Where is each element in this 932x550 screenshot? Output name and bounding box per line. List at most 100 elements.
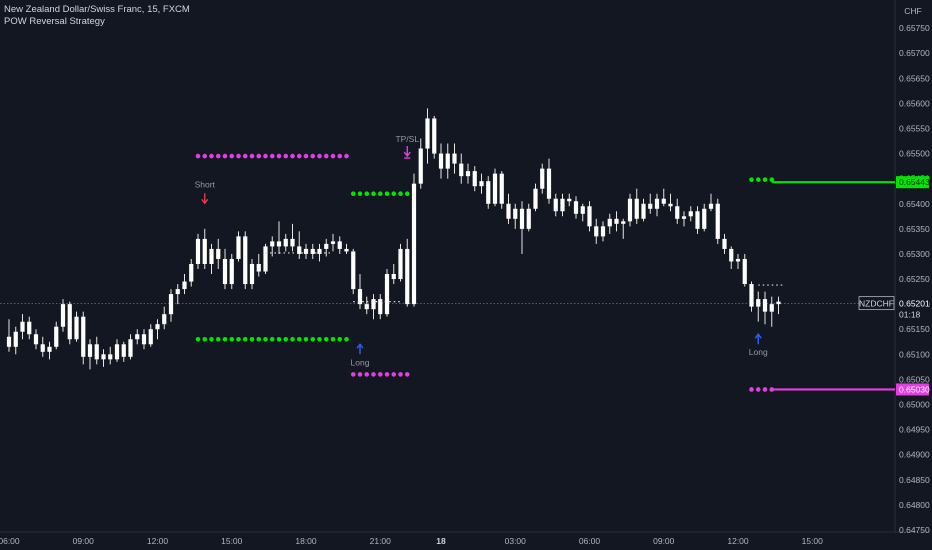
candle xyxy=(607,213,612,234)
candle-body xyxy=(702,208,707,229)
level-dot xyxy=(242,153,248,159)
candle xyxy=(499,171,504,209)
level-dot xyxy=(384,191,390,197)
candle-body xyxy=(594,226,599,237)
candle xyxy=(513,203,518,229)
time-tick-label: 06:00 xyxy=(579,536,601,546)
candle xyxy=(182,274,187,295)
candle-body xyxy=(452,153,457,164)
candle-body xyxy=(708,203,714,209)
candle xyxy=(216,238,221,269)
level-dot xyxy=(769,177,775,182)
candle-body xyxy=(222,258,228,285)
candle xyxy=(594,218,599,244)
level-dot xyxy=(337,336,343,342)
candle-body xyxy=(418,148,423,184)
candle-body xyxy=(479,181,484,187)
symbol-box xyxy=(858,296,895,311)
candle xyxy=(492,168,498,207)
price-tick-label: 0.65300 xyxy=(899,249,930,259)
candle xyxy=(27,316,32,340)
level-dot xyxy=(303,153,309,159)
candle xyxy=(553,193,558,217)
candle xyxy=(344,243,349,254)
level-dot xyxy=(229,153,235,159)
level-dot xyxy=(249,153,255,159)
candle xyxy=(479,173,484,194)
candle xyxy=(270,236,275,257)
candle-body xyxy=(486,181,491,204)
candle xyxy=(54,321,59,350)
signals: Short Long TP/SL Long xyxy=(195,134,768,367)
candle xyxy=(519,201,525,254)
candle-body xyxy=(513,208,518,219)
candle xyxy=(411,173,417,307)
candle xyxy=(546,158,552,204)
level-dot xyxy=(344,153,349,159)
level-dot xyxy=(290,153,295,159)
candle-body xyxy=(573,201,579,214)
candle xyxy=(209,243,214,275)
candle xyxy=(398,243,403,282)
candle-body xyxy=(114,344,120,360)
level-dot xyxy=(350,372,356,377)
candle xyxy=(121,341,126,362)
candle xyxy=(459,153,464,184)
candle-body xyxy=(661,198,666,204)
candle xyxy=(337,236,342,254)
candle xyxy=(405,238,410,307)
candle xyxy=(634,188,639,224)
candle-body xyxy=(270,241,275,247)
candle xyxy=(128,334,133,360)
currency-label: CHF xyxy=(904,6,921,16)
candle xyxy=(526,203,531,232)
level-dot xyxy=(398,191,403,197)
candle xyxy=(418,138,423,189)
candles xyxy=(6,108,781,370)
candle-body xyxy=(236,236,241,259)
candle-body xyxy=(607,218,612,227)
candle-body xyxy=(722,238,727,249)
candle xyxy=(540,163,545,194)
candle xyxy=(236,231,241,262)
candle-body xyxy=(290,238,295,247)
candle xyxy=(195,233,201,269)
level-dot xyxy=(215,153,221,159)
candle-body xyxy=(33,334,39,345)
candle-body xyxy=(263,246,268,272)
candle-body xyxy=(303,248,309,254)
price-tick-label: 0.65050 xyxy=(899,374,930,384)
time-tick-label: 03:00 xyxy=(505,536,527,546)
candle xyxy=(560,193,565,217)
candle xyxy=(776,296,781,315)
candle xyxy=(742,253,747,287)
level-dot xyxy=(404,191,410,197)
candle-body xyxy=(81,316,86,357)
candle-body xyxy=(128,339,133,357)
candle-body xyxy=(283,238,288,247)
strategy-title[interactable]: POW Reversal Strategy xyxy=(4,16,105,27)
candle xyxy=(303,243,309,259)
candle xyxy=(729,246,734,269)
candle-body xyxy=(27,321,32,335)
candle-body xyxy=(749,284,754,307)
symbol-title: New Zealand Dollar/Swiss Franc, 15, FXCM xyxy=(4,4,190,15)
candle xyxy=(189,258,194,287)
candle-body xyxy=(567,198,572,202)
candle xyxy=(621,218,626,239)
candle xyxy=(722,233,727,254)
level-dot xyxy=(283,153,289,159)
candle xyxy=(33,329,39,350)
level-dot xyxy=(283,336,289,342)
candle-body xyxy=(182,281,187,290)
candle-body xyxy=(74,316,79,340)
price-axis[interactable]: 0.65750 0.65700 0.65650 0.65600 0.65550 0.655… xyxy=(899,23,930,535)
candle xyxy=(384,269,390,317)
candle xyxy=(378,294,383,320)
time-axis[interactable]: 06:00 09:00 12:00 15:00 18:00 21:00 18 03:00 06:… xyxy=(0,536,823,546)
candle xyxy=(702,203,707,232)
level-dot xyxy=(749,387,754,392)
